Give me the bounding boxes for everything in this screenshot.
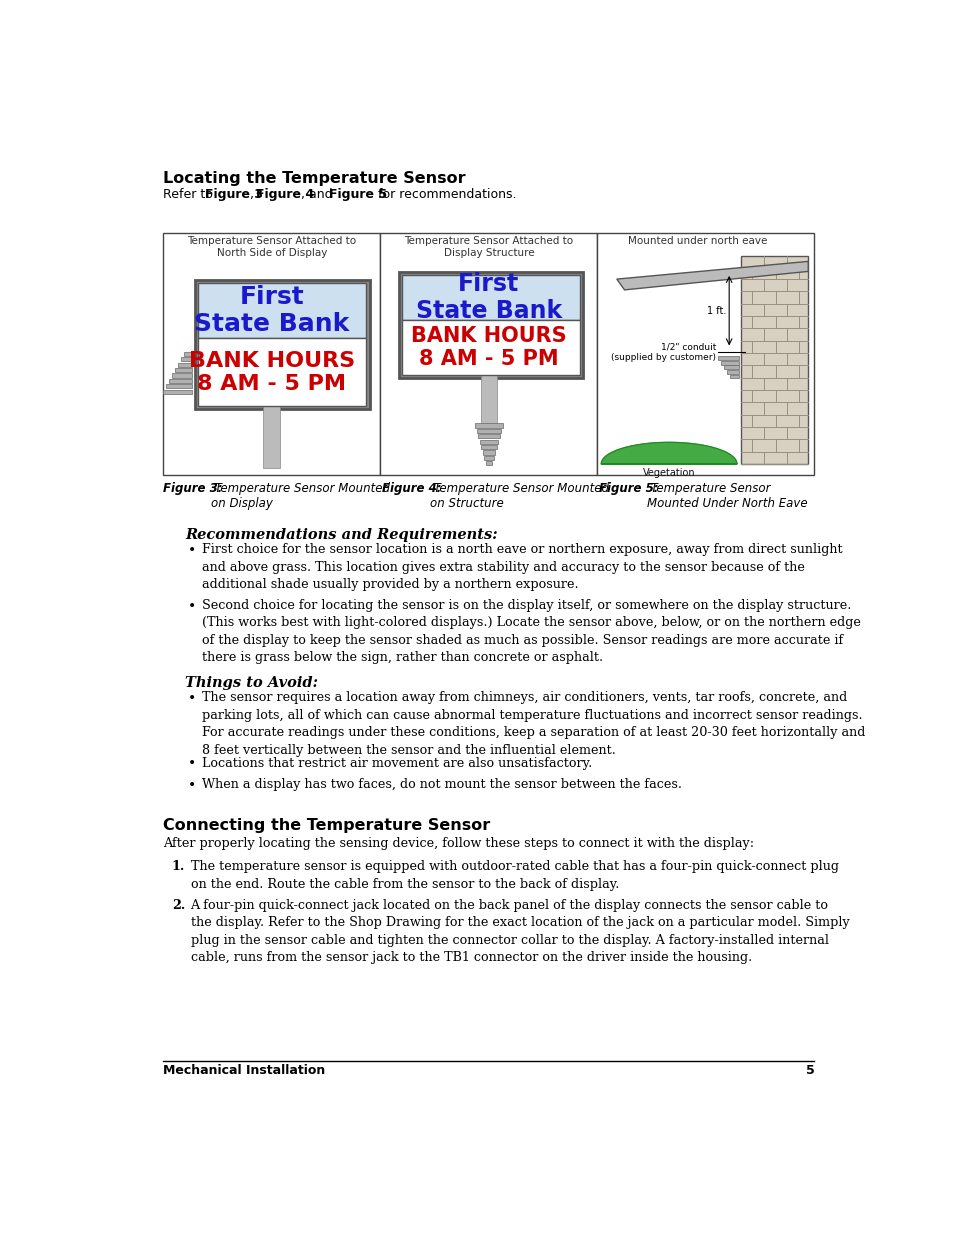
Text: When a display has two faces, do not mount the sensor between the faces.: When a display has two faces, do not mou…	[202, 778, 681, 792]
Text: ,: ,	[250, 188, 258, 201]
Bar	[181, 357, 192, 362]
Text: 2.: 2.	[172, 899, 185, 911]
Text: Figure 4: Figure 4	[256, 188, 314, 201]
Text: Temperature Sensor Mounted
on Structure: Temperature Sensor Mounted on Structure	[429, 482, 608, 510]
Text: Figure 3: Figure 3	[205, 188, 263, 201]
Bar	[477, 435, 499, 438]
Bar	[726, 370, 739, 374]
Text: for recommendations.: for recommendations.	[374, 188, 516, 201]
Bar	[195, 280, 369, 409]
Text: Mechanical Installation: Mechanical Installation	[163, 1063, 325, 1077]
Text: 1/2" conduit
(supplied by customer): 1/2" conduit (supplied by customer)	[610, 342, 716, 362]
Text: Figure 5:: Figure 5:	[598, 482, 658, 494]
Text: 1 ft.: 1 ft.	[707, 306, 726, 316]
Bar	[717, 356, 739, 359]
Bar	[166, 384, 192, 389]
Text: Figure 4:: Figure 4:	[381, 482, 441, 494]
Bar	[174, 368, 192, 372]
Bar	[402, 320, 579, 375]
Bar	[380, 233, 597, 475]
Polygon shape	[617, 262, 807, 290]
Bar	[476, 429, 500, 433]
Bar	[172, 373, 192, 378]
Bar	[198, 283, 366, 338]
Text: A four-pin quick-connect jack located on the back panel of the display connects : A four-pin quick-connect jack located on…	[191, 899, 848, 965]
Bar	[169, 379, 192, 383]
Text: 1.: 1.	[172, 861, 185, 873]
Bar	[480, 375, 497, 425]
Bar	[479, 440, 497, 443]
Text: 5: 5	[805, 1063, 814, 1077]
Text: First choice for the sensor location is a north eave or northern exposure, away : First choice for the sensor location is …	[202, 543, 841, 592]
Text: Mounted under north eave: Mounted under north eave	[628, 236, 767, 246]
Text: After properly locating the sensing device, follow these steps to connect it wit: After properly locating the sensing devi…	[163, 837, 754, 851]
Text: The sensor requires a location away from chimneys, air conditioners, vents, tar : The sensor requires a location away from…	[202, 692, 864, 757]
Text: , and: , and	[301, 188, 336, 201]
Bar	[480, 445, 497, 450]
Bar	[198, 338, 366, 406]
Bar	[720, 361, 739, 364]
Text: Second choice for locating the sensor is on the display itself, or somewhere on : Second choice for locating the sensor is…	[202, 599, 861, 664]
Bar	[597, 233, 814, 475]
Bar	[485, 461, 492, 466]
Bar	[163, 233, 380, 475]
Text: •: •	[188, 543, 196, 557]
Bar	[178, 363, 192, 367]
Text: Figure 5: Figure 5	[329, 188, 387, 201]
Text: •: •	[188, 757, 196, 771]
Text: •: •	[188, 599, 196, 613]
Bar	[263, 406, 280, 468]
Text: Locating the Temperature Sensor: Locating the Temperature Sensor	[163, 172, 466, 186]
Text: BANK HOURS
8 AM - 5 PM: BANK HOURS 8 AM - 5 PM	[189, 351, 355, 394]
Text: First
State Bank: First State Bank	[194, 285, 349, 336]
Text: Vegetation: Vegetation	[642, 468, 695, 478]
Bar	[475, 424, 502, 427]
Text: Refer to: Refer to	[163, 188, 217, 201]
Bar	[740, 256, 807, 464]
Text: The temperature sensor is equipped with outdoor-rated cable that has a four-pin : The temperature sensor is equipped with …	[191, 861, 838, 890]
Polygon shape	[600, 442, 736, 464]
Bar	[729, 374, 739, 378]
Bar	[162, 389, 192, 394]
Text: Temperature Sensor Mounted
on Display: Temperature Sensor Mounted on Display	[211, 482, 390, 510]
Text: Temperature Sensor Attached to
Display Structure: Temperature Sensor Attached to Display S…	[404, 236, 573, 258]
Bar	[484, 456, 493, 461]
Text: Temperature Sensor Attached to
North Side of Display: Temperature Sensor Attached to North Sid…	[187, 236, 356, 258]
Text: Temperature Sensor
Mounted Under North Eave: Temperature Sensor Mounted Under North E…	[646, 482, 806, 510]
Text: Things to Avoid:: Things to Avoid:	[185, 676, 317, 689]
Text: Connecting the Temperature Sensor: Connecting the Temperature Sensor	[163, 818, 490, 834]
Bar	[398, 272, 583, 378]
Bar	[184, 352, 192, 356]
Text: BANK HOURS
8 AM - 5 PM: BANK HOURS 8 AM - 5 PM	[411, 326, 566, 369]
Text: First
State Bank: First State Bank	[416, 273, 561, 324]
Text: •: •	[188, 778, 196, 792]
Text: Locations that restrict air movement are also unsatisfactory.: Locations that restrict air movement are…	[202, 757, 592, 769]
Text: •: •	[188, 692, 196, 705]
Bar	[402, 275, 579, 320]
Bar	[482, 451, 495, 454]
Text: Recommendations and Requirements:: Recommendations and Requirements:	[185, 527, 497, 542]
Text: Figure 3:: Figure 3:	[163, 482, 223, 494]
Bar	[723, 366, 739, 369]
